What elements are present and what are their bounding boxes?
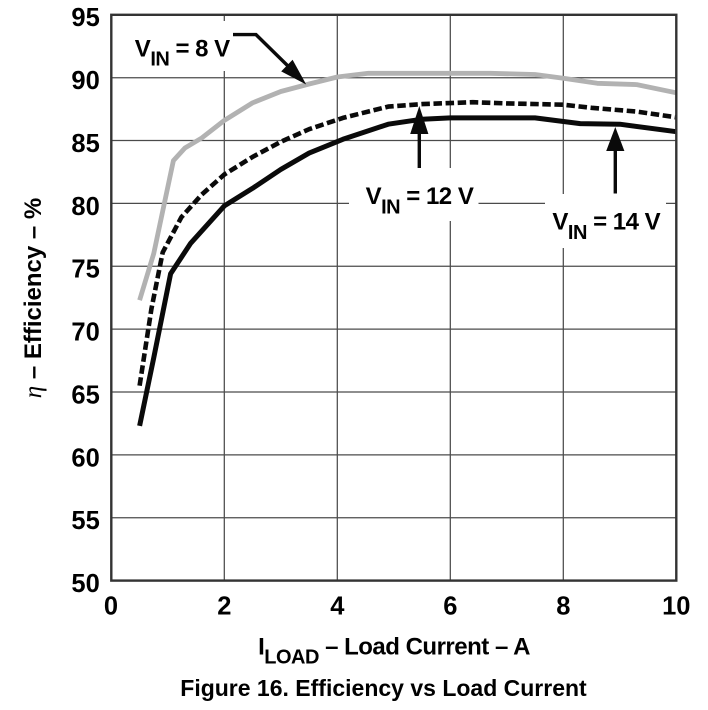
svg-text:2: 2 [217, 592, 231, 620]
svg-text:10: 10 [662, 592, 690, 620]
svg-text:50: 50 [71, 570, 99, 598]
svg-text:65: 65 [71, 381, 99, 409]
svg-text:55: 55 [71, 507, 99, 535]
svg-text:90: 90 [71, 67, 99, 95]
svg-text:η – Efficiency – %: η – Efficiency – % [20, 198, 47, 399]
svg-text:95: 95 [71, 4, 99, 32]
svg-text:85: 85 [71, 130, 99, 158]
svg-text:70: 70 [71, 319, 99, 347]
svg-text:Figure 16. Efficiency vs Load: Figure 16. Efficiency vs Load Current [180, 675, 587, 701]
svg-text:0: 0 [104, 592, 118, 620]
svg-text:4: 4 [330, 592, 345, 620]
svg-text:6: 6 [443, 592, 457, 620]
svg-text:60: 60 [71, 444, 99, 472]
svg-text:75: 75 [71, 256, 99, 284]
svg-text:80: 80 [71, 193, 99, 221]
svg-text:8: 8 [556, 592, 570, 620]
